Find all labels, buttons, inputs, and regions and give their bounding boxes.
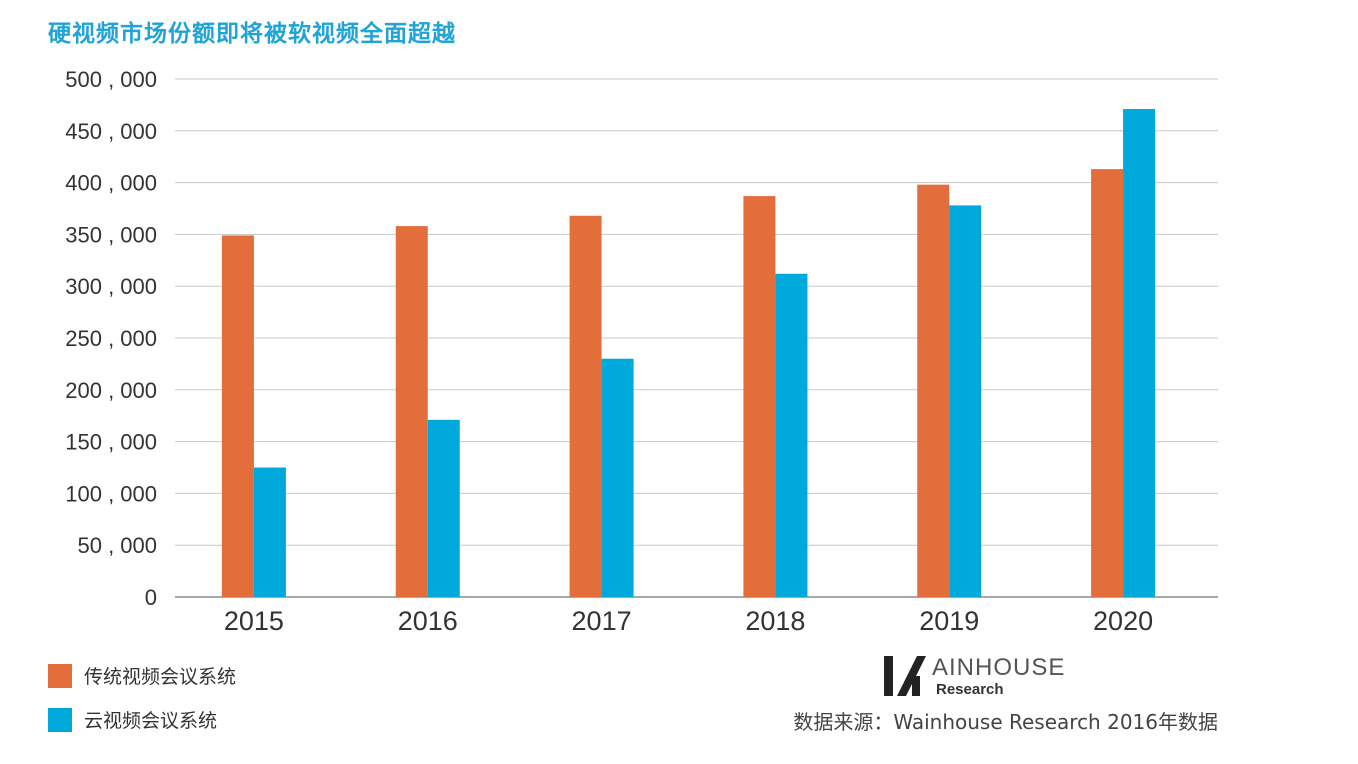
bar-traditional	[743, 196, 776, 597]
bar-cloud	[775, 273, 808, 597]
bar-cloud	[253, 467, 286, 597]
legend-item-traditional: 传统视频会议系统	[48, 662, 236, 689]
bar-traditional	[395, 226, 428, 597]
y-tick-label: 200 , 000	[65, 378, 157, 403]
y-tick-label: 250 , 000	[65, 326, 157, 351]
wainhouse-w-icon	[884, 656, 926, 696]
x-tick-label: 2018	[745, 606, 805, 636]
x-tick-label: 2019	[919, 606, 979, 636]
gridlines	[175, 78, 1218, 598]
x-tick-label: 2016	[398, 606, 458, 636]
y-tick-label: 450 , 000	[65, 119, 157, 144]
wainhouse-logo: AINHOUSE Research	[882, 652, 1072, 700]
bar-cloud	[427, 419, 460, 597]
x-tick-label: 2015	[224, 606, 284, 636]
logo-brand-text: AINHOUSE	[932, 654, 1066, 681]
chart-title: 硬视频市场份额即将被软视频全面超越	[48, 21, 456, 47]
bar-traditional	[221, 235, 254, 597]
y-tick-label: 400 , 000	[65, 171, 157, 196]
source-note: 数据来源：Wainhouse Research 2016年数据	[793, 710, 1218, 734]
legend-item-cloud: 云视频会议系统	[48, 706, 217, 733]
legend-swatch-cloud	[48, 707, 72, 732]
y-tick-label: 50 , 000	[77, 533, 157, 558]
y-tick-label: 150 , 000	[65, 430, 157, 455]
y-axis-ticks: 0 50 , 000 100 , 000 150 , 000 200 , 000 250 …	[65, 67, 157, 610]
x-tick-label: 2020	[1093, 606, 1153, 636]
x-tick-label: 2017	[572, 606, 632, 636]
bar-cloud	[949, 205, 982, 597]
y-tick-label: 0	[145, 585, 157, 610]
bar-traditional	[1091, 169, 1124, 597]
legend-swatch-traditional	[48, 663, 72, 688]
bar-traditional	[569, 215, 602, 597]
logo-sub-text: Research	[936, 681, 1004, 698]
bar-cloud	[601, 358, 634, 597]
bar-traditional	[917, 184, 950, 597]
bars	[221, 109, 1156, 597]
y-tick-label: 300 , 000	[65, 274, 157, 299]
legend-label-cloud: 云视频会议系统	[84, 710, 218, 732]
x-axis-ticks: 2015 2016 2017 2018 2019 2020	[224, 606, 1153, 636]
bar-chart: 0 50 , 000 100 , 000 150 , 000 200 , 000 250 …	[65, 67, 1218, 636]
legend-label-traditional: 传统视频会议系统	[84, 666, 237, 688]
y-tick-label: 500 , 000	[65, 67, 157, 92]
y-tick-label: 100 , 000	[65, 481, 157, 506]
y-tick-label: 350 , 000	[65, 222, 157, 247]
bar-cloud	[1123, 109, 1156, 597]
